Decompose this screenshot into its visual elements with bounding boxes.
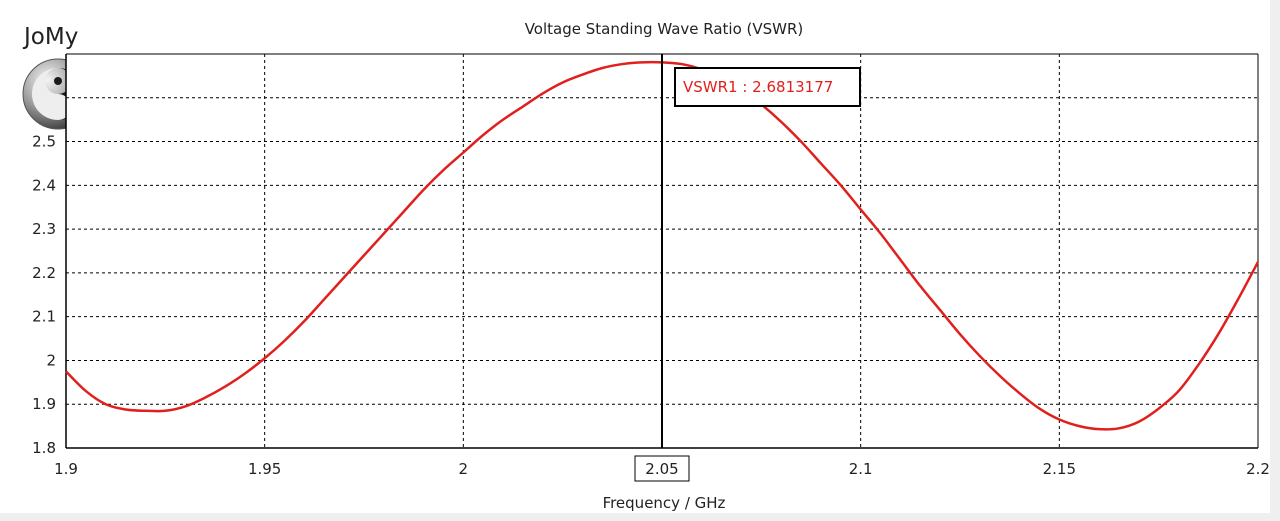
y-tick-label: 2.3 (32, 220, 56, 238)
y-tick-label: 2 (46, 351, 56, 369)
x-tick-label: 1.95 (248, 460, 281, 478)
x-axis-label: Frequency / GHz (603, 494, 726, 512)
logo-text: JoMy (22, 24, 78, 50)
x-tick-label: 2.2 (1246, 460, 1270, 478)
y-tick-label: 2.2 (32, 264, 56, 282)
y-tick-label: 2.4 (32, 176, 56, 194)
x-tick-label: 2.15 (1043, 460, 1076, 478)
y-tick-label: 2.1 (32, 308, 56, 326)
y-tick-label: 1.8 (32, 439, 56, 457)
y-tick-label: 2.5 (32, 133, 56, 151)
chart-window: JoMy Voltage Standing Wave Ratio (VSWR) … (0, 0, 1270, 513)
y-tick-label: 1.9 (32, 395, 56, 413)
marker[interactable]: 2.05 VSWR1 : 2.6813177 (634, 54, 861, 482)
plot-area: 1.9 1.95 2 2.1 2.15 2.2 1.8 1.9 2 2.1 2.2 2.3 2.4 2.5 (32, 53, 1270, 478)
marker-readout: VSWR1 : 2.6813177 (683, 78, 833, 96)
x-tick-label: 1.9 (54, 460, 78, 478)
x-tick-label: 2.1 (849, 460, 873, 478)
vswr-chart: JoMy Voltage Standing Wave Ratio (VSWR) … (22, 20, 1270, 512)
marker-x-label: 2.05 (645, 460, 678, 478)
x-tick-label: 2 (459, 460, 469, 478)
marker-x-label-box (634, 455, 690, 482)
chart-title: Voltage Standing Wave Ratio (VSWR) (525, 20, 804, 38)
marker-readout-box (674, 67, 861, 107)
